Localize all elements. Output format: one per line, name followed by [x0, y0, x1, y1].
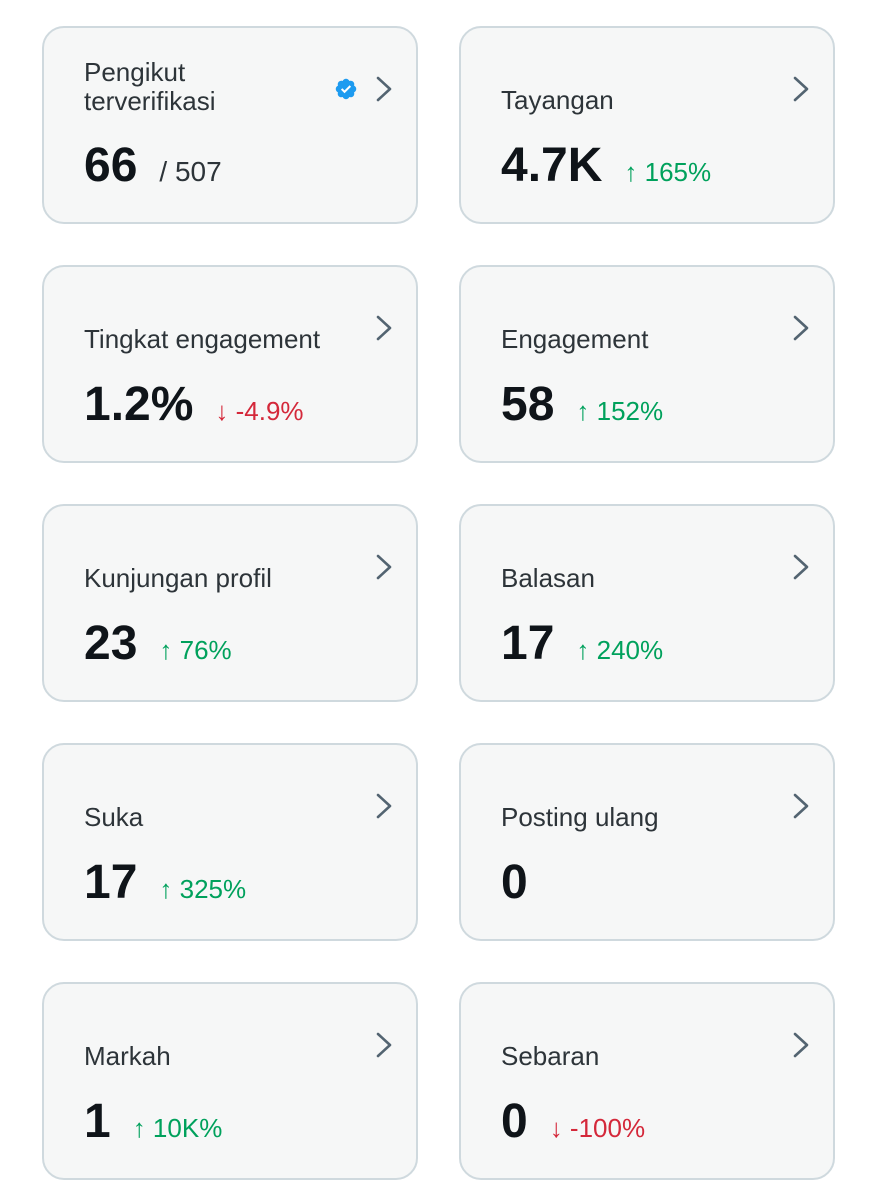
card-reposts[interactable]: Posting ulang 0 — [459, 743, 835, 941]
card-shares[interactable]: Sebaran 0 ↓ -100% — [459, 982, 835, 1180]
card-change: ↓ -100% — [549, 1113, 646, 1143]
value-row: 17 ↑ 325% — [84, 857, 246, 909]
chevron-right-icon[interactable] — [789, 74, 813, 104]
card-title: Tayangan — [501, 85, 614, 115]
chevron-right-icon[interactable] — [372, 552, 396, 582]
card-likes[interactable]: Suka 17 ↑ 325% — [42, 743, 418, 941]
card-title: Posting ulang — [501, 802, 659, 832]
card-engagement-rate[interactable]: Tingkat engagement 1.2% ↓ -4.9% — [42, 265, 418, 463]
card-change: ↑ 10K% — [132, 1113, 223, 1143]
card-value: 0 — [501, 856, 528, 909]
value-row: 58 ↑ 152% — [501, 379, 663, 431]
card-value: 1.2% — [84, 378, 194, 431]
card-engagements[interactable]: Engagement 58 ↑ 152% — [459, 265, 835, 463]
card-title: Balasan — [501, 563, 595, 593]
card-change: ↑ 240% — [576, 635, 664, 665]
card-value: 17 — [501, 617, 555, 670]
card-change: ↓ -4.9% — [215, 396, 304, 426]
card-value: 17 — [84, 856, 138, 909]
card-change: ↑ 325% — [159, 874, 247, 904]
chevron-right-icon[interactable] — [789, 313, 813, 343]
verified-badge-icon — [335, 78, 357, 100]
card-replies[interactable]: Balasan 17 ↑ 240% — [459, 504, 835, 702]
value-row: 4.7K ↑ 165% — [501, 140, 711, 192]
card-title: Tingkat engagement — [84, 324, 321, 354]
analytics-card-grid: Pengikut terverifikasi 66 / 507 Tayangan… — [42, 26, 835, 1180]
chevron-right-icon[interactable] — [372, 313, 396, 343]
value-row: 23 ↑ 76% — [84, 618, 232, 670]
chevron-right-icon[interactable] — [789, 791, 813, 821]
card-bookmarks[interactable]: Markah 1 ↑ 10K% — [42, 982, 418, 1180]
card-title: Sebaran — [501, 1041, 600, 1071]
card-total: / 507 — [159, 156, 222, 187]
card-verified-followers[interactable]: Pengikut terverifikasi 66 / 507 — [42, 26, 418, 224]
card-change: ↑ 165% — [624, 157, 712, 187]
chevron-right-icon[interactable] — [789, 1030, 813, 1060]
value-row: 0 ↓ -100% — [501, 1096, 645, 1148]
value-row: 17 ↑ 240% — [501, 618, 663, 670]
value-row: 0 — [501, 857, 528, 909]
card-title: Engagement — [501, 324, 649, 354]
card-value: 0 — [501, 1095, 528, 1148]
chevron-right-icon[interactable] — [789, 552, 813, 582]
card-profile-visits[interactable]: Kunjungan profil 23 ↑ 76% — [42, 504, 418, 702]
card-title: Pengikut terverifikasi — [84, 57, 216, 116]
card-change: ↑ 152% — [576, 396, 664, 426]
card-value: 4.7K — [501, 139, 603, 192]
card-title: Kunjungan profil — [84, 563, 272, 593]
card-value: 1 — [84, 1095, 111, 1148]
chevron-right-icon[interactable] — [372, 74, 396, 104]
card-title: Suka — [84, 802, 144, 832]
card-impressions[interactable]: Tayangan 4.7K ↑ 165% — [459, 26, 835, 224]
value-row: 1.2% ↓ -4.9% — [84, 379, 304, 431]
chevron-right-icon[interactable] — [372, 791, 396, 821]
value-row: 1 ↑ 10K% — [84, 1096, 222, 1148]
chevron-right-icon[interactable] — [372, 1030, 396, 1060]
card-value: 66 — [84, 139, 138, 192]
card-value: 58 — [501, 378, 555, 431]
value-row: 66 / 507 — [84, 140, 222, 192]
card-title: Markah — [84, 1041, 171, 1071]
card-value: 23 — [84, 617, 138, 670]
card-change: ↑ 76% — [159, 635, 232, 665]
